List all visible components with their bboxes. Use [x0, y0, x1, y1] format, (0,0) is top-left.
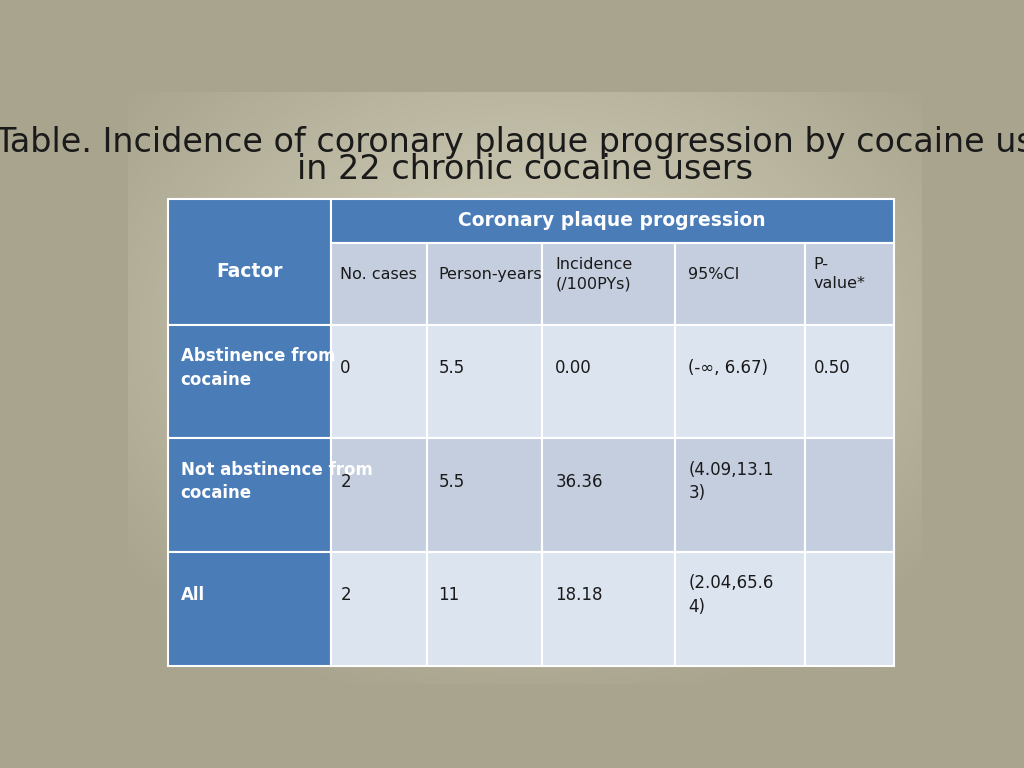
Text: Table. Incidence of coronary plaque progression by cocaine use: Table. Incidence of coronary plaque prog…	[0, 126, 1024, 159]
Bar	[427, 552, 542, 666]
Text: 5.5: 5.5	[438, 359, 465, 377]
Text: 95%CI: 95%CI	[688, 266, 739, 282]
Text: in 22 chronic cocaine users: in 22 chronic cocaine users	[297, 153, 753, 186]
Bar	[427, 325, 542, 439]
Text: No. cases: No. cases	[340, 266, 417, 282]
Bar	[805, 243, 894, 325]
Text: Person-years: Person-years	[438, 266, 542, 282]
Text: P-
value*: P- value*	[814, 257, 865, 291]
Bar	[331, 243, 427, 325]
Bar	[331, 552, 427, 666]
Text: 0: 0	[340, 359, 351, 377]
Bar	[542, 552, 675, 666]
Bar	[542, 325, 675, 439]
Bar	[427, 243, 542, 325]
Text: 11: 11	[438, 586, 460, 604]
Bar	[331, 439, 427, 552]
Bar	[542, 243, 675, 325]
Text: 18.18: 18.18	[555, 586, 603, 604]
Text: 0.00: 0.00	[555, 359, 592, 377]
Bar	[331, 325, 427, 439]
Bar	[427, 439, 542, 552]
Text: (4.09,13.1
3): (4.09,13.1 3)	[688, 461, 774, 502]
Text: Incidence
(/100PYs): Incidence (/100PYs)	[555, 257, 633, 291]
Text: (2.04,65.6
4): (2.04,65.6 4)	[688, 574, 773, 616]
Bar	[168, 325, 331, 439]
Text: 0.50: 0.50	[814, 359, 851, 377]
Text: Factor: Factor	[216, 262, 283, 281]
Text: Abstinence from
cocaine: Abstinence from cocaine	[180, 347, 335, 389]
Bar	[805, 325, 894, 439]
Text: All: All	[180, 586, 205, 604]
Bar	[168, 199, 331, 325]
Text: Not abstinence from
cocaine: Not abstinence from cocaine	[180, 461, 373, 502]
Bar	[168, 439, 331, 552]
Bar	[675, 552, 805, 666]
Bar	[168, 552, 331, 666]
Bar	[805, 439, 894, 552]
Bar	[675, 439, 805, 552]
Text: (-∞, 6.67): (-∞, 6.67)	[688, 359, 768, 377]
Text: 2: 2	[340, 472, 351, 491]
Bar	[805, 552, 894, 666]
Bar	[675, 325, 805, 439]
Text: 36.36: 36.36	[555, 472, 603, 491]
Bar	[542, 439, 675, 552]
Bar	[331, 199, 894, 243]
Text: 5.5: 5.5	[438, 472, 465, 491]
Bar	[675, 243, 805, 325]
Text: 2: 2	[340, 586, 351, 604]
Text: Coronary plaque progression: Coronary plaque progression	[459, 211, 766, 230]
